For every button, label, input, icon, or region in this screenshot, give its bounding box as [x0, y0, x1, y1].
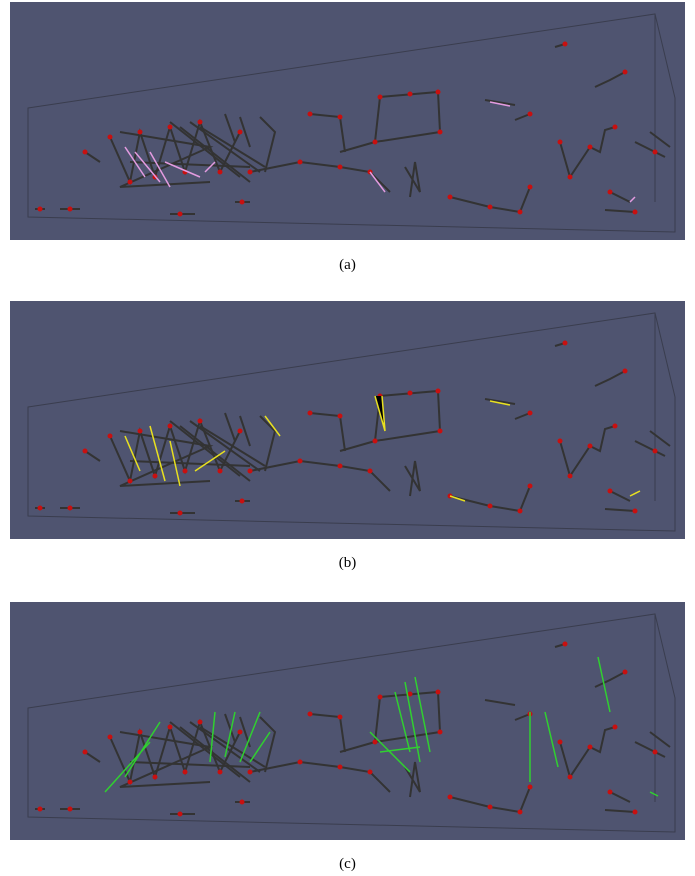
caption: (a): [0, 257, 695, 274]
figure: (a) (b) (c): [0, 0, 695, 876]
panel-a: [10, 2, 685, 240]
caption: (b): [0, 555, 695, 572]
caption: (c): [0, 856, 695, 873]
figure-panels: [0, 0, 695, 876]
panel-b: [10, 301, 685, 539]
panel-c: [10, 602, 685, 840]
